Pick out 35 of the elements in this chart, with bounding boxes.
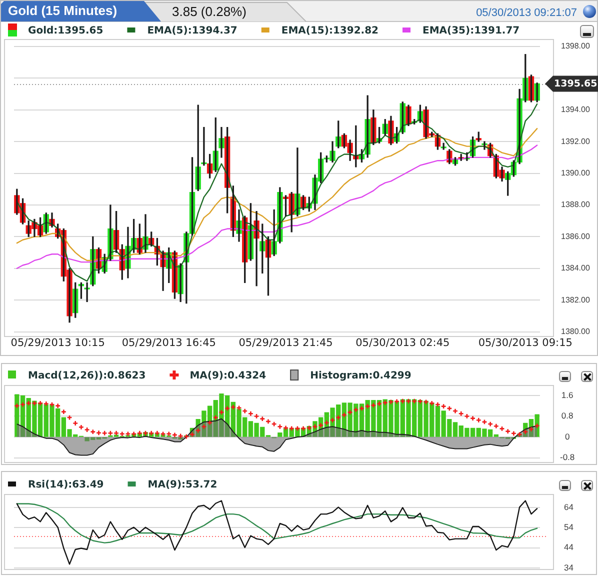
y-tick-label: 1.6 xyxy=(561,390,574,400)
legend-label: EMA(5):1394.37 xyxy=(147,26,238,37)
x-tick-label: 05/29/2013 16:45 xyxy=(122,337,216,350)
y-tick-label: 54 xyxy=(564,522,574,532)
ref-line-label: 1395.65 xyxy=(554,78,598,90)
legend-label: MA(9):53.72 xyxy=(148,480,218,491)
x-tick-label: 05/30/2013 02:45 xyxy=(356,337,450,350)
chart-title: Gold (15 Minutes) xyxy=(8,3,118,18)
y-tick-label: 1380.00 xyxy=(561,327,590,336)
y-tick-label: 1388.00 xyxy=(561,200,590,210)
legend-label: EMA(15):1392.82 xyxy=(281,26,379,37)
legend-label: EMA(35):1391.77 xyxy=(422,26,520,37)
y-tick-label: 34 xyxy=(564,562,574,572)
y-tick-label: 0 xyxy=(564,431,570,442)
legend-label: Histogram:0.4299 xyxy=(310,370,412,382)
legend-label: Gold:1395.65 xyxy=(28,26,104,37)
x-tick-label: 05/30/2013 09:15 xyxy=(478,337,572,350)
y-tick-label: 1392.00 xyxy=(561,136,590,146)
x-tick-label: 05/29/2013 21:45 xyxy=(238,337,333,350)
text: 05/30/2013 09:21:07 xyxy=(476,7,577,20)
y-tick-label: 1384.00 xyxy=(561,264,590,273)
y-tick-label: 44 xyxy=(564,542,574,552)
y-tick-label: 64 xyxy=(564,502,574,512)
chart-subtitle: 3.85 (0.28%) xyxy=(172,4,246,20)
x-tick-label: 05/29/2013 10:15 xyxy=(10,337,105,350)
y-tick-label: -0.8 xyxy=(560,452,575,462)
y-tick-label: 0.8 xyxy=(561,410,574,421)
y-tick-label: 1386.00 xyxy=(561,232,590,241)
y-tick-label: 1390.00 xyxy=(561,168,590,178)
legend-label: Rsi(14):63.49 xyxy=(28,480,104,491)
legend-label: Macd(12,26)):0.8623 xyxy=(28,370,146,382)
y-tick-label: 1398.00 xyxy=(561,42,590,51)
y-tick-label: 1382.00 xyxy=(561,295,590,304)
y-tick-label: 1394.00 xyxy=(561,105,590,114)
legend-label: MA(9):0.4324 xyxy=(190,370,266,382)
